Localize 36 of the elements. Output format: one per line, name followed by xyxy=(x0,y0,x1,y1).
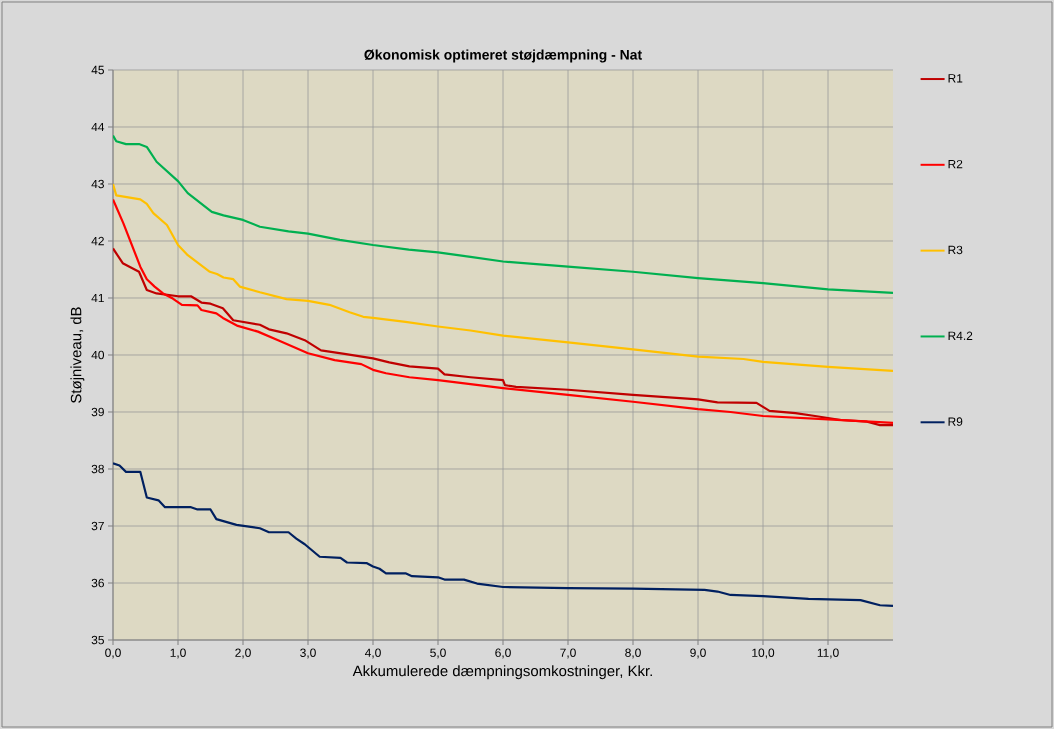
x-tick-label: 2,0 xyxy=(235,648,251,659)
x-tick-label: 4,0 xyxy=(364,648,381,659)
line-series xyxy=(113,134,894,294)
y-tick-label: 44 xyxy=(91,122,105,132)
x-tick-label: 9,0 xyxy=(690,648,706,659)
line-series xyxy=(113,247,894,427)
legend-label: R2 xyxy=(948,159,963,169)
x-tick-label: 8,0 xyxy=(625,648,641,659)
y-tick-label: 36 xyxy=(91,578,104,588)
y-tick-label: 42 xyxy=(91,236,104,246)
y-tick-label: 41 xyxy=(91,293,104,303)
y-tick-label: 39 xyxy=(91,407,104,417)
legend-label: R9 xyxy=(948,417,963,426)
y-tick-label: 35 xyxy=(91,635,104,645)
x-tick-label: 5,0 xyxy=(430,648,446,659)
line-series xyxy=(113,198,894,424)
y-axis-title: Støjniveau, dB xyxy=(70,307,85,403)
line-series xyxy=(113,182,894,373)
y-tick-label: 37 xyxy=(91,521,104,531)
legend-label: R3 xyxy=(948,245,963,255)
y-tick-label: 38 xyxy=(91,464,104,474)
x-tick-label: 3,0 xyxy=(300,648,316,659)
chart-title: Økonomisk optimeret støjdæmpning - Nat xyxy=(364,49,642,63)
x-tick-label: 1,0 xyxy=(170,648,186,659)
y-tick-label: 43 xyxy=(91,179,104,189)
x-tick-label: 0,0 xyxy=(105,648,121,659)
y-tick-label: 45 xyxy=(91,65,104,75)
legend-label: R4.2 xyxy=(948,331,973,340)
x-tick-label: 11,0 xyxy=(817,648,839,659)
x-axis-title: Akkumulerede dæmpningsomkostninger, Kkr. xyxy=(352,665,652,680)
legend-label: R1 xyxy=(948,74,963,83)
line-series xyxy=(113,462,894,607)
x-tick-label: 6,0 xyxy=(495,648,511,659)
x-tick-label: 7,0 xyxy=(560,648,576,659)
x-tick-label: 10,0 xyxy=(752,648,775,659)
y-tick-label: 40 xyxy=(91,350,105,360)
